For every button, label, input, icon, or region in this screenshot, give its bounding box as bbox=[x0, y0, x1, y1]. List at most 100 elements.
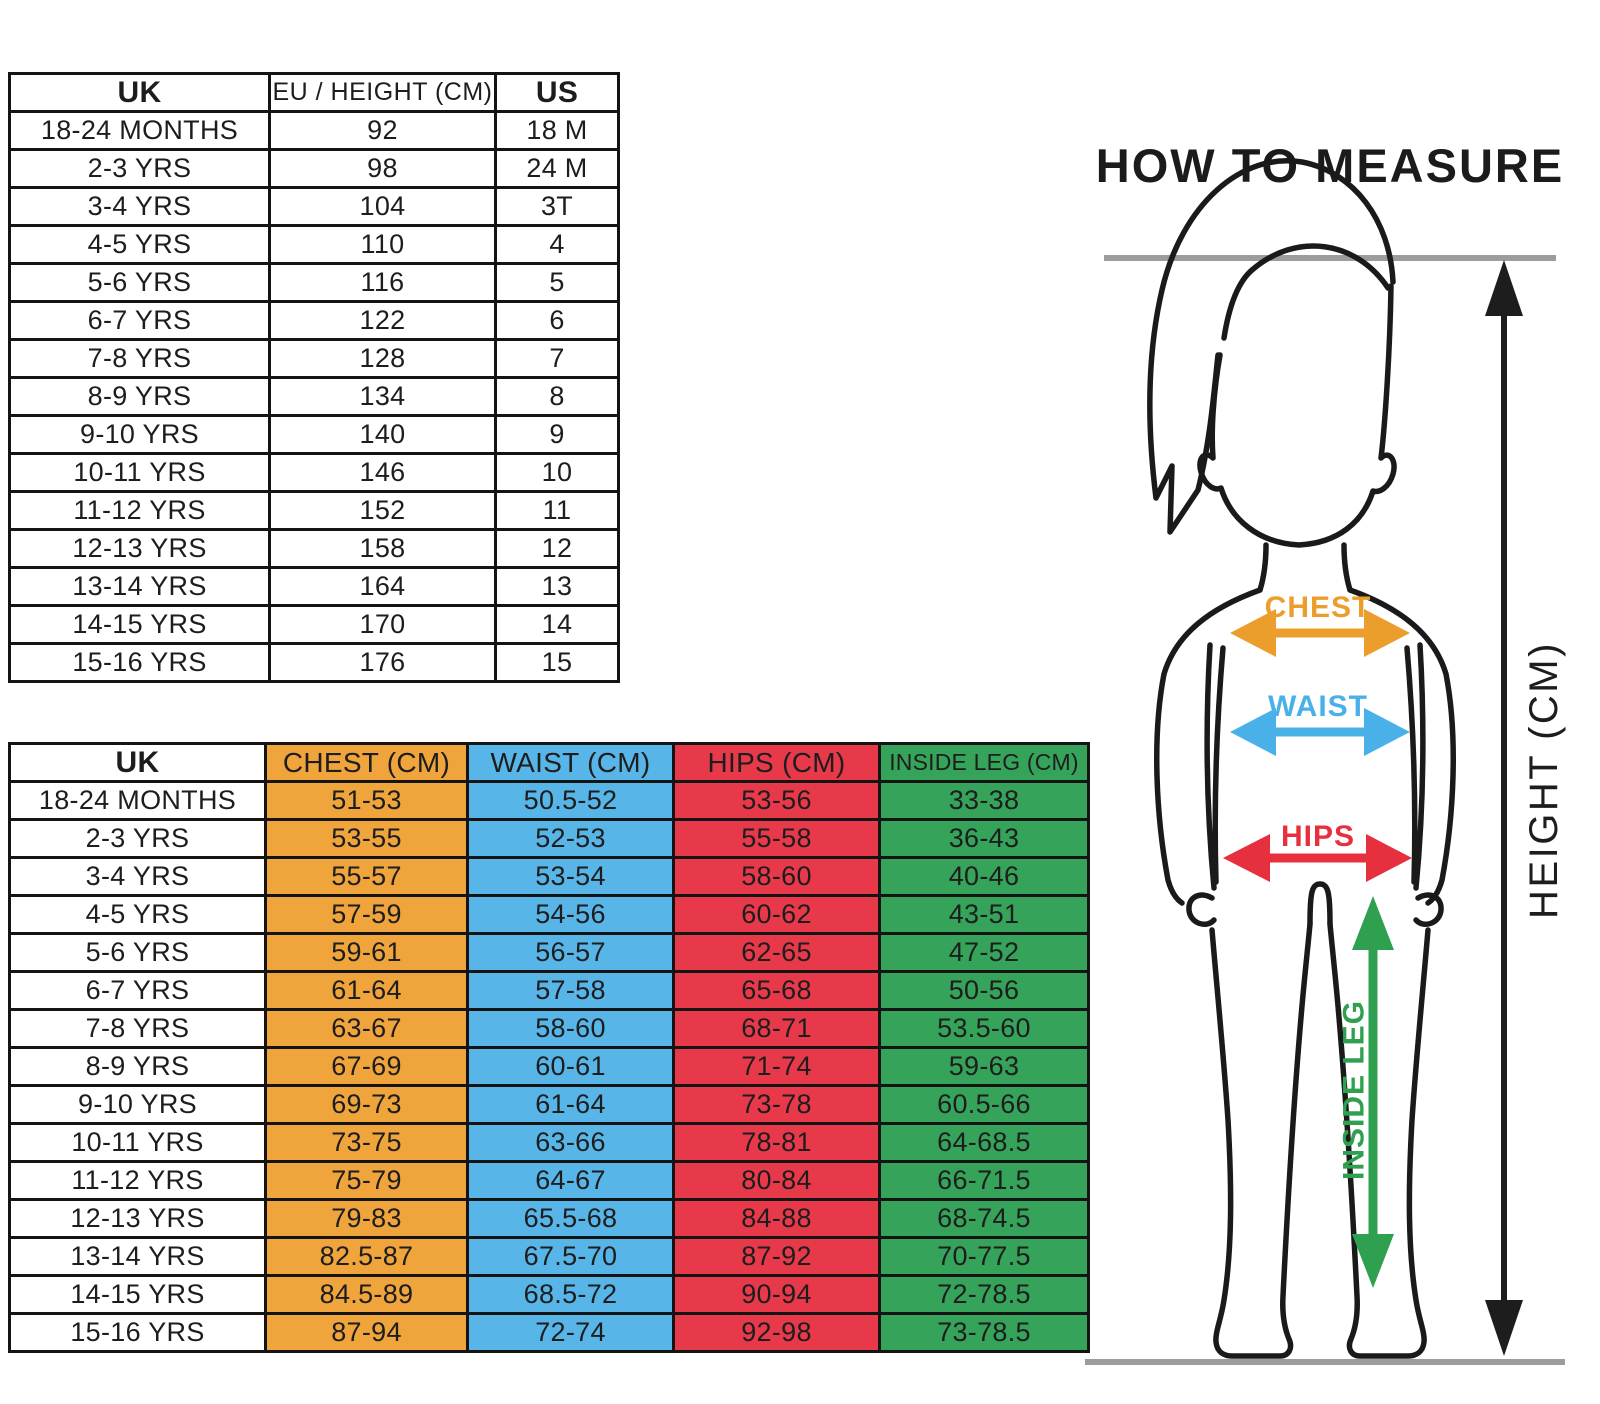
table-cell: 78-81 bbox=[672, 1122, 881, 1163]
table-row: 9-10 YRS 69-73 61-64 73-78 60.5-66 bbox=[8, 1084, 1090, 1125]
height-arrow bbox=[1485, 260, 1523, 1356]
table-cell: 51-53 bbox=[264, 780, 469, 821]
header-row: UK EU / HEIGHT (CM) US bbox=[8, 72, 620, 113]
measurement-figure: HEIGHT (CM) CHEST WAIST HIPS INSIDE bbox=[1085, 158, 1566, 1365]
table-cell: 98 bbox=[268, 148, 497, 189]
table-row: 10-11 YRS 146 10 bbox=[8, 452, 620, 493]
table-row: 6-7 YRS 122 6 bbox=[8, 300, 620, 341]
column-header: CHEST (CM) bbox=[264, 742, 469, 783]
height-arrowhead-down bbox=[1485, 1300, 1523, 1356]
table-row: 8-9 YRS 67-69 60-61 71-74 59-63 bbox=[8, 1046, 1090, 1087]
how-to-measure-title: HOW TO MEASURE bbox=[1095, 139, 1565, 192]
table-row: 4-5 YRS 57-59 54-56 60-62 43-51 bbox=[8, 894, 1090, 935]
table-cell: 55-58 bbox=[672, 818, 881, 859]
table-cell: 40-46 bbox=[878, 856, 1090, 897]
table-cell: 68-71 bbox=[672, 1008, 881, 1049]
table-row: 15-16 YRS 87-94 72-74 92-98 73-78.5 bbox=[8, 1312, 1090, 1353]
table-row: 7-8 YRS 128 7 bbox=[8, 338, 620, 379]
table-cell: 68.5-72 bbox=[466, 1274, 675, 1315]
column-header: EU / HEIGHT (CM) bbox=[268, 72, 497, 113]
neck-left bbox=[1257, 542, 1269, 593]
header-row: UK CHEST (CM) WAIST (CM) HIPS (CM) INSIDE LE… bbox=[8, 742, 1090, 783]
height-label: HEIGHT (CM) bbox=[1522, 641, 1566, 919]
table-cell: 134 bbox=[268, 376, 497, 417]
table-cell: 57-59 bbox=[264, 894, 469, 935]
table-cell: 64-67 bbox=[466, 1160, 675, 1201]
table-row: 3-4 YRS 104 3T bbox=[8, 186, 620, 227]
hand-right bbox=[1413, 892, 1444, 927]
hair-outline bbox=[1147, 158, 1396, 535]
table-cell: 15 bbox=[494, 642, 620, 683]
table-cell: 3T bbox=[494, 186, 620, 227]
table-row: 14-15 YRS 84.5-89 68.5-72 90-94 72-78.5 bbox=[8, 1274, 1090, 1315]
table-cell: 72-78.5 bbox=[878, 1274, 1090, 1315]
table-cell: 53-54 bbox=[466, 856, 675, 897]
table-cell: 14-15 YRS bbox=[8, 604, 271, 645]
table-cell: 59-61 bbox=[264, 932, 469, 973]
table-cell: 75-79 bbox=[264, 1160, 469, 1201]
table-cell: 5-6 YRS bbox=[8, 932, 267, 973]
table-cell: 18-24 MONTHS bbox=[8, 780, 267, 821]
table-cell: 10-11 YRS bbox=[8, 452, 271, 493]
table-cell: 60.5-66 bbox=[878, 1084, 1090, 1125]
height-arrowhead-up bbox=[1485, 260, 1523, 316]
hips-arrow bbox=[1223, 834, 1412, 882]
table-cell: 2-3 YRS bbox=[8, 818, 267, 859]
arm-left-outer bbox=[1154, 587, 1263, 906]
table-cell: 47-52 bbox=[878, 932, 1090, 973]
table-cell: 12-13 YRS bbox=[8, 1198, 267, 1239]
table-cell: 73-78 bbox=[672, 1084, 881, 1125]
table-cell: 12-13 YRS bbox=[8, 528, 271, 569]
table-cell: 2-3 YRS bbox=[8, 148, 271, 189]
table-cell: 4-5 YRS bbox=[8, 894, 267, 935]
table-cell: 60-62 bbox=[672, 894, 881, 935]
table-cell: 60-61 bbox=[466, 1046, 675, 1087]
table-cell: 11 bbox=[494, 490, 620, 531]
torso-right bbox=[1404, 645, 1418, 885]
table-cell: 53.5-60 bbox=[878, 1008, 1090, 1049]
waist-arrow bbox=[1230, 708, 1410, 756]
table-cell: 15-16 YRS bbox=[8, 642, 271, 683]
torso-left bbox=[1212, 645, 1226, 885]
table-cell: 128 bbox=[268, 338, 497, 379]
table-cell: 36-43 bbox=[878, 818, 1090, 859]
table-cell: 63-67 bbox=[264, 1008, 469, 1049]
table-cell: 9-10 YRS bbox=[8, 414, 271, 455]
table-cell: 92 bbox=[268, 110, 497, 151]
table-cell: 5-6 YRS bbox=[8, 262, 271, 303]
table-cell: 8-9 YRS bbox=[8, 376, 271, 417]
table-cell: 11-12 YRS bbox=[8, 1160, 267, 1201]
table-row: 11-12 YRS 75-79 64-67 80-84 66-71.5 bbox=[8, 1160, 1090, 1201]
table-cell: 4-5 YRS bbox=[8, 224, 271, 265]
crotch-outline bbox=[1307, 881, 1333, 927]
arm-right-inner bbox=[1413, 642, 1426, 891]
table-row: 5-6 YRS 59-61 56-57 62-65 47-52 bbox=[8, 932, 1090, 973]
table-cell: 11-12 YRS bbox=[8, 490, 271, 531]
table-cell: 3-4 YRS bbox=[8, 186, 271, 227]
table-cell: 70-77.5 bbox=[878, 1236, 1090, 1277]
table-cell: 14 bbox=[494, 604, 620, 645]
table-cell: 152 bbox=[268, 490, 497, 531]
table-cell: 56-57 bbox=[466, 932, 675, 973]
table-cell: 65.5-68 bbox=[466, 1198, 675, 1239]
table-cell: 57-58 bbox=[466, 970, 675, 1011]
table-cell: 104 bbox=[268, 186, 497, 227]
table-cell: 50.5-52 bbox=[466, 780, 675, 821]
leg-right bbox=[1327, 921, 1431, 1359]
table-cell: 7-8 YRS bbox=[8, 1008, 267, 1049]
table-row: 14-15 YRS 170 14 bbox=[8, 604, 620, 645]
table-cell: 6-7 YRS bbox=[8, 970, 267, 1011]
table-row: 5-6 YRS 116 5 bbox=[8, 262, 620, 303]
table-cell: 64-68.5 bbox=[878, 1122, 1090, 1163]
table-cell: 58-60 bbox=[466, 1008, 675, 1049]
table-cell: 54-56 bbox=[466, 894, 675, 935]
body-measurement-table: UK CHEST (CM) WAIST (CM) HIPS (CM) INSIDE LE… bbox=[8, 742, 1090, 1353]
table-row: 18-24 MONTHS 92 18 M bbox=[8, 110, 620, 151]
table-cell: 61-64 bbox=[466, 1084, 675, 1125]
table-cell: 158 bbox=[268, 528, 497, 569]
table-cell: 13-14 YRS bbox=[8, 566, 271, 607]
table-cell: 67-69 bbox=[264, 1046, 469, 1087]
table-cell: 6 bbox=[494, 300, 620, 341]
table-row: 2-3 YRS 53-55 52-53 55-58 36-43 bbox=[8, 818, 1090, 859]
table-cell: 43-51 bbox=[878, 894, 1090, 935]
